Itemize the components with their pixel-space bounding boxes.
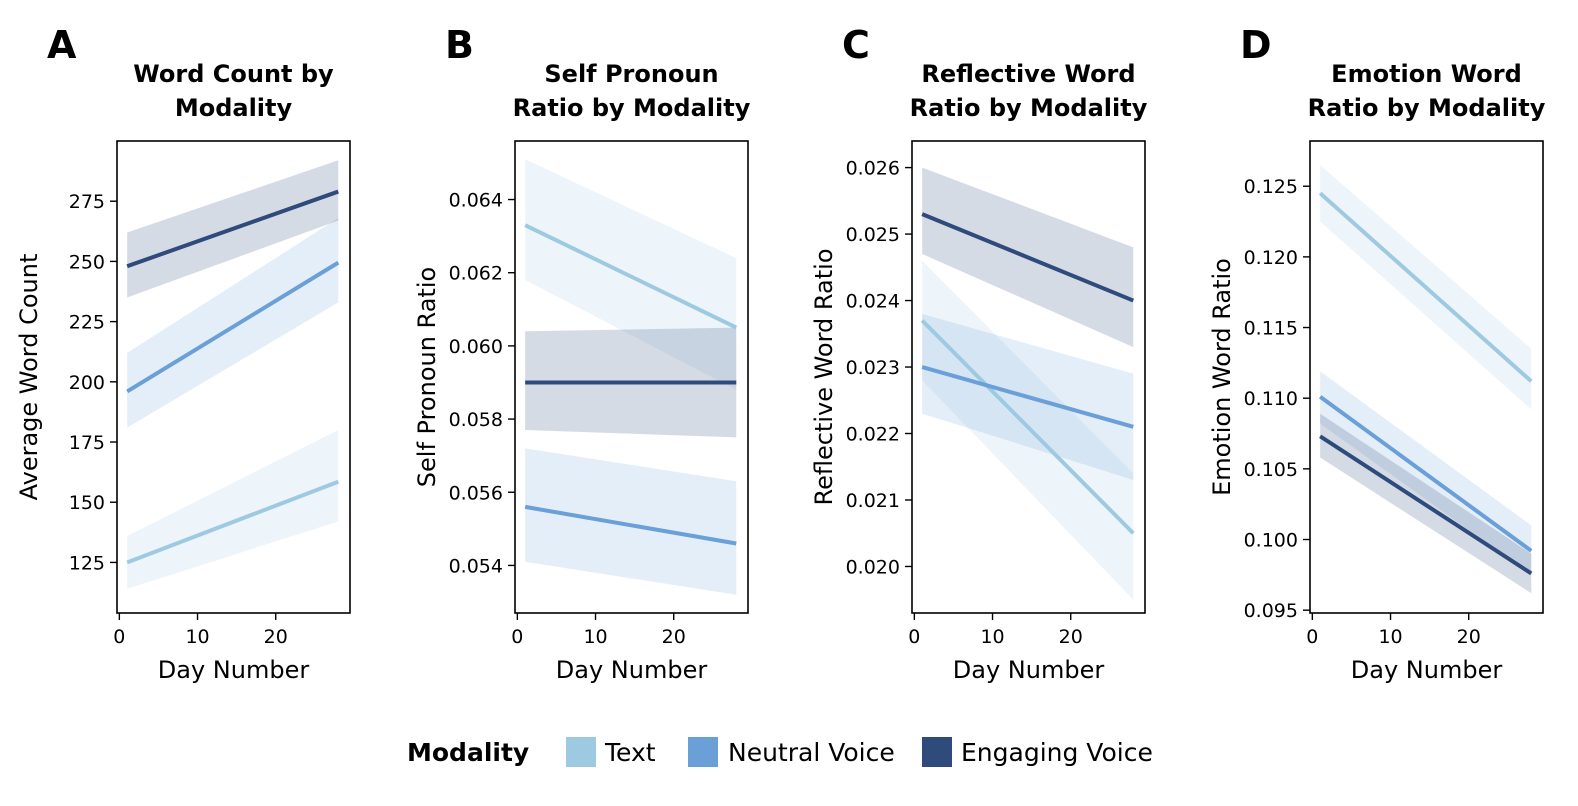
panel-d-ytick-label: 0.120 xyxy=(1244,247,1298,269)
panel-b-xtick-label: 0 xyxy=(511,626,523,648)
panel-a-ytick-label: 150 xyxy=(69,492,105,514)
panel-c-xlabel: Day Number xyxy=(953,656,1105,684)
panel-d-line-engaging-voice xyxy=(1319,434,1533,576)
panel-b-ytick-label: 0.054 xyxy=(449,555,503,577)
panel-a-line-neutral-voice xyxy=(126,260,340,394)
panel-a-letter: A xyxy=(47,23,77,67)
panel-d-ylabel: Emotion Word Ratio xyxy=(1208,258,1236,496)
panel-d-ytick-label: 0.115 xyxy=(1244,318,1298,340)
legend-swatch-engaging-voice xyxy=(922,737,952,767)
panel-c-ci-band-text xyxy=(922,260,1134,600)
panel-a-ytick-label: 175 xyxy=(69,432,105,454)
panel-c-ytick-label: 0.025 xyxy=(846,224,900,246)
panel-d-line-neutral-voice xyxy=(1318,395,1533,553)
panel-a-line-engaging-voice xyxy=(126,189,339,269)
legend-title: Modality xyxy=(407,738,529,767)
panel-d-title-line: Emotion Word xyxy=(1331,60,1522,88)
panel-a-ytick-label: 275 xyxy=(69,191,105,213)
panel-c-ytick-label: 0.024 xyxy=(846,291,900,313)
panel-c-xtick-label: 10 xyxy=(980,626,1004,648)
panel-a-xtick-label: 10 xyxy=(185,626,209,648)
panel-c-ytick-label: 0.022 xyxy=(846,424,900,446)
panel-d-ytick-label: 0.095 xyxy=(1244,600,1298,622)
panel-b-ylabel: Self Pronoun Ratio xyxy=(413,267,441,487)
panel-c-ytick-label: 0.026 xyxy=(846,158,900,180)
panel-a-title-line: Word Count by xyxy=(133,60,334,88)
panel-d-letter: D xyxy=(1240,23,1272,67)
panel-c-ytick-label: 0.021 xyxy=(846,490,900,512)
panel-b-line-text xyxy=(524,223,738,330)
panel-c-title-line: Reflective Word xyxy=(921,60,1135,88)
panel-d-ytick-label: 0.125 xyxy=(1244,176,1298,198)
panel-b-ytick-label: 0.062 xyxy=(449,263,503,285)
panel-b-ytick-label: 0.064 xyxy=(449,190,503,212)
panel-c-line-engaging-voice xyxy=(921,212,1135,303)
panel-b-ytick-label: 0.056 xyxy=(449,482,503,504)
panel-c-ytick-label: 0.020 xyxy=(846,556,900,578)
legend-swatch-text xyxy=(566,737,596,767)
panel-c-frame xyxy=(911,140,1146,614)
panel-c: C Reflective Word Ratio by Modality 0 10 20 0.… xyxy=(810,23,1148,684)
panel-a-ytick-label: 225 xyxy=(69,312,105,334)
panel-a: A Word Count by Modality 0 10 20 125 150 175 200 2… xyxy=(15,23,351,684)
panel-a-xtick-label: 0 xyxy=(113,626,125,648)
panel-d-title-line: Ratio by Modality xyxy=(1308,94,1546,122)
panel-b-ytick-label: 0.058 xyxy=(449,409,503,431)
panel-a-ytick-label: 250 xyxy=(69,251,105,273)
panel-b: B Self Pronoun Ratio by Modality 0 10 20 0.054… xyxy=(413,23,751,684)
panel-b-letter: B xyxy=(445,23,474,67)
legend-swatch-neutral-voice xyxy=(688,737,718,767)
panel-c-line-neutral-voice xyxy=(921,365,1134,429)
panel-a-line-text xyxy=(126,479,339,565)
panel-c-title-line: Ratio by Modality xyxy=(910,94,1148,122)
panel-a-ylabel: Average Word Count xyxy=(15,254,43,501)
panel-c-letter: C xyxy=(842,23,870,67)
panel-a-title-line: Modality xyxy=(175,94,293,122)
panel-c-ylabel: Reflective Word Ratio xyxy=(810,248,838,505)
panel-b-ci-band-neutral-voice xyxy=(525,448,737,595)
panel-d-xlabel: Day Number xyxy=(1351,656,1503,684)
panel-b-xtick-label: 20 xyxy=(662,626,686,648)
panel-c-ytick-label: 0.023 xyxy=(846,357,900,379)
panel-d-ytick-label: 0.105 xyxy=(1244,459,1298,481)
panel-c-line-text xyxy=(920,319,1135,535)
panel-b-frame xyxy=(514,140,749,614)
panel-d-xtick-label: 10 xyxy=(1378,626,1402,648)
panel-d-xtick-label: 20 xyxy=(1457,626,1481,648)
panel-a-ci-band-text xyxy=(127,429,339,589)
panel-b-title-line: Self Pronoun xyxy=(544,60,718,88)
legend: Modality Text Neutral Voice Engaging Voi… xyxy=(407,737,1153,767)
panel-b-title-line: Ratio by Modality xyxy=(513,94,751,122)
panel-d-line-text xyxy=(1318,191,1533,383)
panel-a-ci-band-neutral-voice xyxy=(127,218,339,428)
panel-b-xlabel: Day Number xyxy=(556,656,708,684)
legend-label-text: Text xyxy=(604,738,656,767)
panel-d: D Emotion Word Ratio by Modality 0 10 20 0.095… xyxy=(1208,23,1546,684)
panel-b-xtick-label: 10 xyxy=(583,626,607,648)
panel-d-xtick-label: 0 xyxy=(1306,626,1318,648)
panel-b-ytick-label: 0.060 xyxy=(449,336,503,358)
panel-a-xlabel: Day Number xyxy=(158,656,310,684)
legend-label-neutral-voice: Neutral Voice xyxy=(728,738,895,767)
panel-c-xtick-label: 20 xyxy=(1059,626,1083,648)
panel-a-xtick-label: 20 xyxy=(264,626,288,648)
legend-label-engaging-voice: Engaging Voice xyxy=(961,738,1153,767)
panel-d-ytick-label: 0.100 xyxy=(1244,530,1298,552)
panel-b-line-neutral-voice xyxy=(524,504,737,546)
panel-d-frame xyxy=(1309,140,1544,614)
panel-a-ytick-label: 200 xyxy=(69,372,105,394)
panel-d-ytick-label: 0.110 xyxy=(1244,388,1298,410)
panel-a-ytick-label: 125 xyxy=(69,552,105,574)
panel-c-xtick-label: 0 xyxy=(908,626,920,648)
panel-a-frame xyxy=(116,140,351,614)
